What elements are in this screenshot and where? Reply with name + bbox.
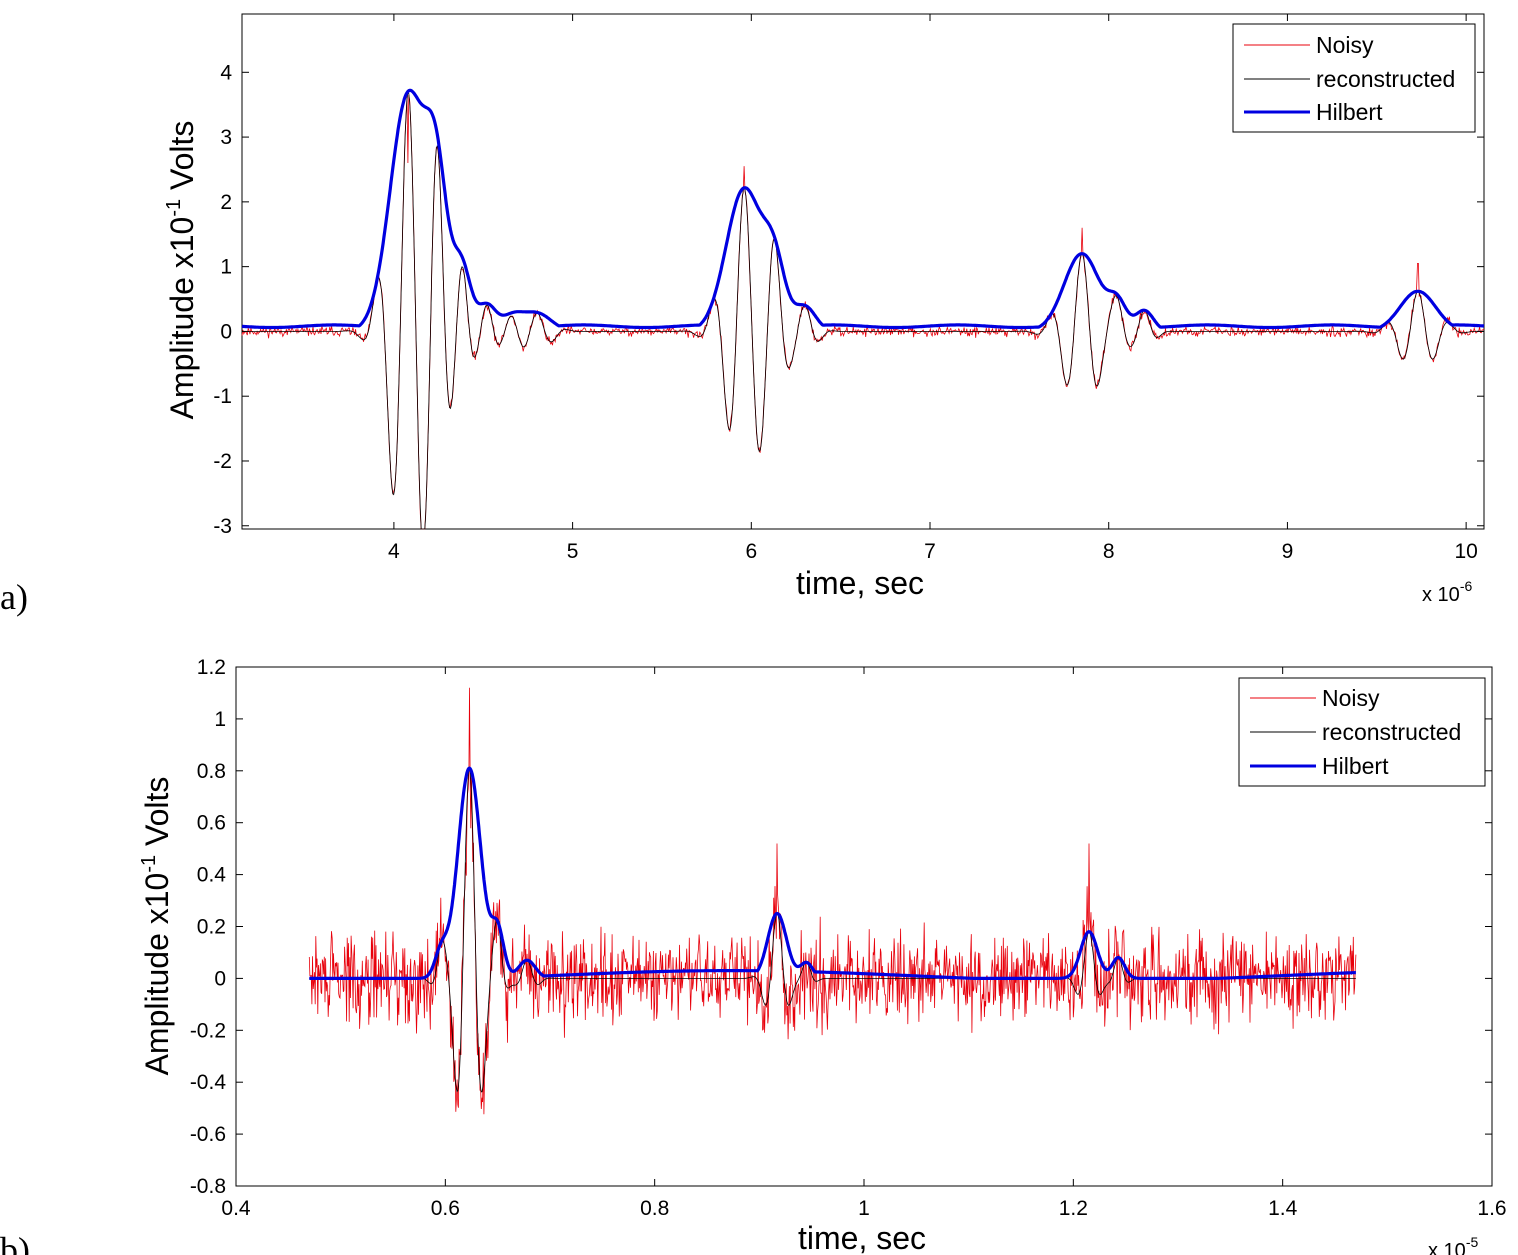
y-label-suffix-a: Volts [164,121,200,190]
x-tick-label: 1.4 [1268,1197,1298,1220]
series-hilbert [241,88,1485,330]
x-tick-label: 10 [1454,540,1477,563]
x-tick-label: 1.2 [1059,1197,1088,1220]
y-tick-label: -0.8 [190,1175,226,1198]
x-tick-label: 1 [858,1197,870,1220]
y-tick-label: -0.4 [190,1071,227,1094]
y-label-suffix-b: Volts [139,777,175,846]
panel-label-a: a) [0,577,28,617]
legend-label-noisy: Noisy [1322,685,1380,711]
legend-a: Noisy reconstructed Hilbert [1232,23,1476,133]
y-tick-label: 0.6 [197,812,226,835]
series-reconstructed [242,91,1484,530]
x-multiplier-b: x 10-5 [1428,1234,1478,1255]
x-axis-label-a: time, sec [796,565,924,601]
x-tick-label: 7 [924,540,936,563]
x-multiplier-exp-b: -5 [1466,1234,1479,1250]
y-tick-label: 0.2 [197,916,226,939]
legend-label-reconstructed: reconstructed [1322,719,1461,745]
y-tick-label: 1.2 [197,656,226,679]
x-tick-label: 9 [1282,540,1294,563]
x-tick-label: 8 [1103,540,1115,563]
x-tick-label: 5 [567,540,579,563]
y-label-exp-a: -1 [163,199,185,217]
y-label-space-a [164,190,200,199]
legend-label-reconstructed: reconstructed [1316,66,1455,92]
x-multiplier-exp-a: -6 [1460,578,1473,594]
y-tick-label: -1 [213,385,232,408]
y-tick-label: -3 [213,515,232,538]
y-tick-label: -0.2 [190,1019,226,1042]
series-hilbert [309,766,1356,980]
y-tick-label: 1 [214,708,226,731]
y-tick-label: 3 [220,126,232,149]
y-axis-label-b: Amplitude x10-1 Volts [138,777,175,1076]
x-multiplier-a: x 10-6 [1422,578,1472,606]
y-tick-label: 0.8 [197,760,226,783]
series-group-b [308,687,1357,1115]
y-label-prefix-b: Amplitude x10 [139,873,175,1076]
legend-label-hilbert: Hilbert [1316,99,1383,125]
legend-box-a [1232,23,1476,133]
series-group-a [241,88,1485,530]
y-tick-label: 4 [220,61,232,84]
x-tick-label: 4 [388,540,400,563]
y-tick-label: -2 [213,450,232,473]
y-label-exp-b: -1 [138,855,160,873]
y-tick-label: 0.4 [197,864,227,887]
ticks-b: 0.4 0.6 0.8 1 1.2 1.4 1.6 1.2 1 0.8 0.6 0.4 0.2 0 -0.2… [190,656,1507,1220]
legend-b: Noisy reconstructed Hilbert [1238,677,1486,787]
panel-b: 0.4 0.6 0.8 1 1.2 1.4 1.6 1.2 1 0.8 0.6 0.4 0.2 0 -0.2… [0,656,1507,1255]
panel-label-b: b) [0,1230,30,1255]
legend-label-noisy: Noisy [1316,32,1374,58]
legend-label-hilbert: Hilbert [1322,753,1389,779]
x-tick-label: 0.8 [640,1197,669,1220]
y-label-space-b [139,846,175,855]
y-axis-label-a: Amplitude x10-1 Volts [163,121,200,420]
y-tick-label: 0 [214,967,226,990]
y-tick-label: 2 [220,191,232,214]
y-tick-label: 0 [220,320,232,343]
y-tick-label: -0.6 [190,1123,226,1146]
x-tick-label: 1.6 [1477,1197,1506,1220]
y-tick-label: 1 [220,256,232,279]
x-multiplier-base-b: x 10 [1428,1240,1466,1255]
x-axis-label-b: time, sec [798,1220,926,1255]
x-tick-label: 0.6 [431,1197,460,1220]
x-multiplier-base-a: x 10 [1422,584,1460,606]
y-label-prefix-a: Amplitude x10 [164,217,200,420]
x-tick-label: 6 [745,540,757,563]
x-tick-label: 0.4 [221,1197,251,1220]
